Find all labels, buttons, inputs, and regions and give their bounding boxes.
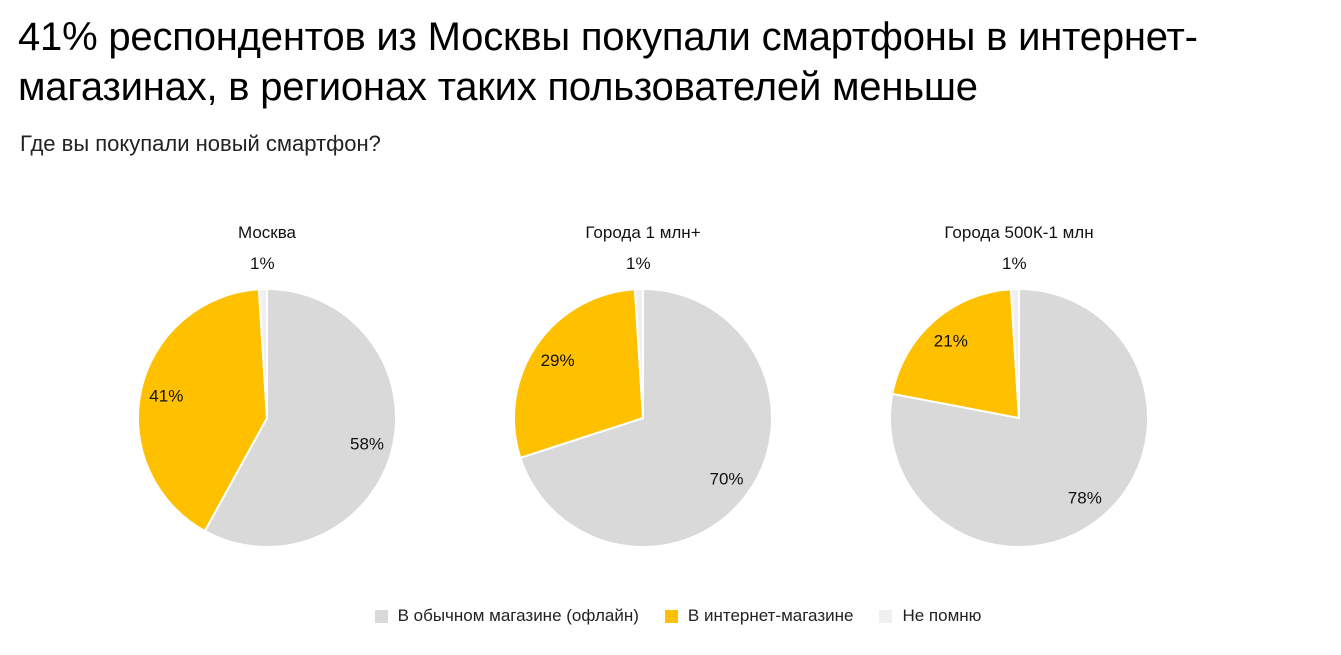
pie-label-dont-remember: 1% [626, 254, 651, 273]
chart-subtitle: Где вы покупали новый смартфон? [20, 131, 381, 156]
pie-slice-offline [519, 287, 773, 548]
pie-slice-online [136, 288, 269, 533]
pie-label-online: 21% [934, 332, 968, 351]
legend-swatch-online [664, 609, 678, 623]
legend-swatch-dont-remember [879, 609, 893, 623]
legend-label-online: В интернет-магазине [687, 606, 854, 625]
pie-title: Города 500К-1 млн [944, 223, 1093, 242]
legend-label-dont-remember: Не помню [902, 606, 982, 625]
pie-slice-dont-remember [257, 287, 268, 419]
pie-title: Москва [238, 223, 297, 242]
pie-slice-dont-remember [1009, 287, 1020, 419]
pie-label-dont-remember: 1% [250, 254, 275, 273]
pie-slice-dont-remember [633, 287, 644, 419]
legend: В обычном магазине (офлайн) В интернет-м… [0, 606, 1341, 626]
pie-chart-2: Города 1 млн+ 70% 29% 1% [513, 223, 773, 548]
pie-label-online: 41% [149, 387, 183, 406]
pie-slice-offline [203, 287, 397, 548]
pie-slice-online [891, 288, 1021, 420]
legend-item-offline: В обычном магазине (офлайн) [374, 606, 639, 626]
pie-chart-3: Города 500К-1 млн 78% 21% 1% [889, 223, 1149, 548]
legend-item-online: В интернет-магазине [664, 606, 854, 626]
pie-title: Города 1 млн+ [585, 223, 700, 242]
pie-label-offline: 70% [709, 470, 743, 489]
pie-chart-1: Москва 58% 41% 1% [136, 223, 397, 548]
legend-label-offline: В обычном магазине (офлайн) [397, 606, 639, 625]
pie-label-offline: 58% [350, 435, 384, 454]
pie-label-online: 29% [541, 351, 575, 370]
pie-slice-online [513, 288, 645, 460]
legend-swatch-offline [374, 609, 388, 623]
legend-item-dont-remember: Не помню [879, 606, 981, 626]
chart-headline: 41% респондентов из Москвы покупали смар… [18, 15, 1198, 109]
pie-label-dont-remember: 1% [1002, 254, 1027, 273]
pie-label-offline: 78% [1068, 489, 1102, 508]
